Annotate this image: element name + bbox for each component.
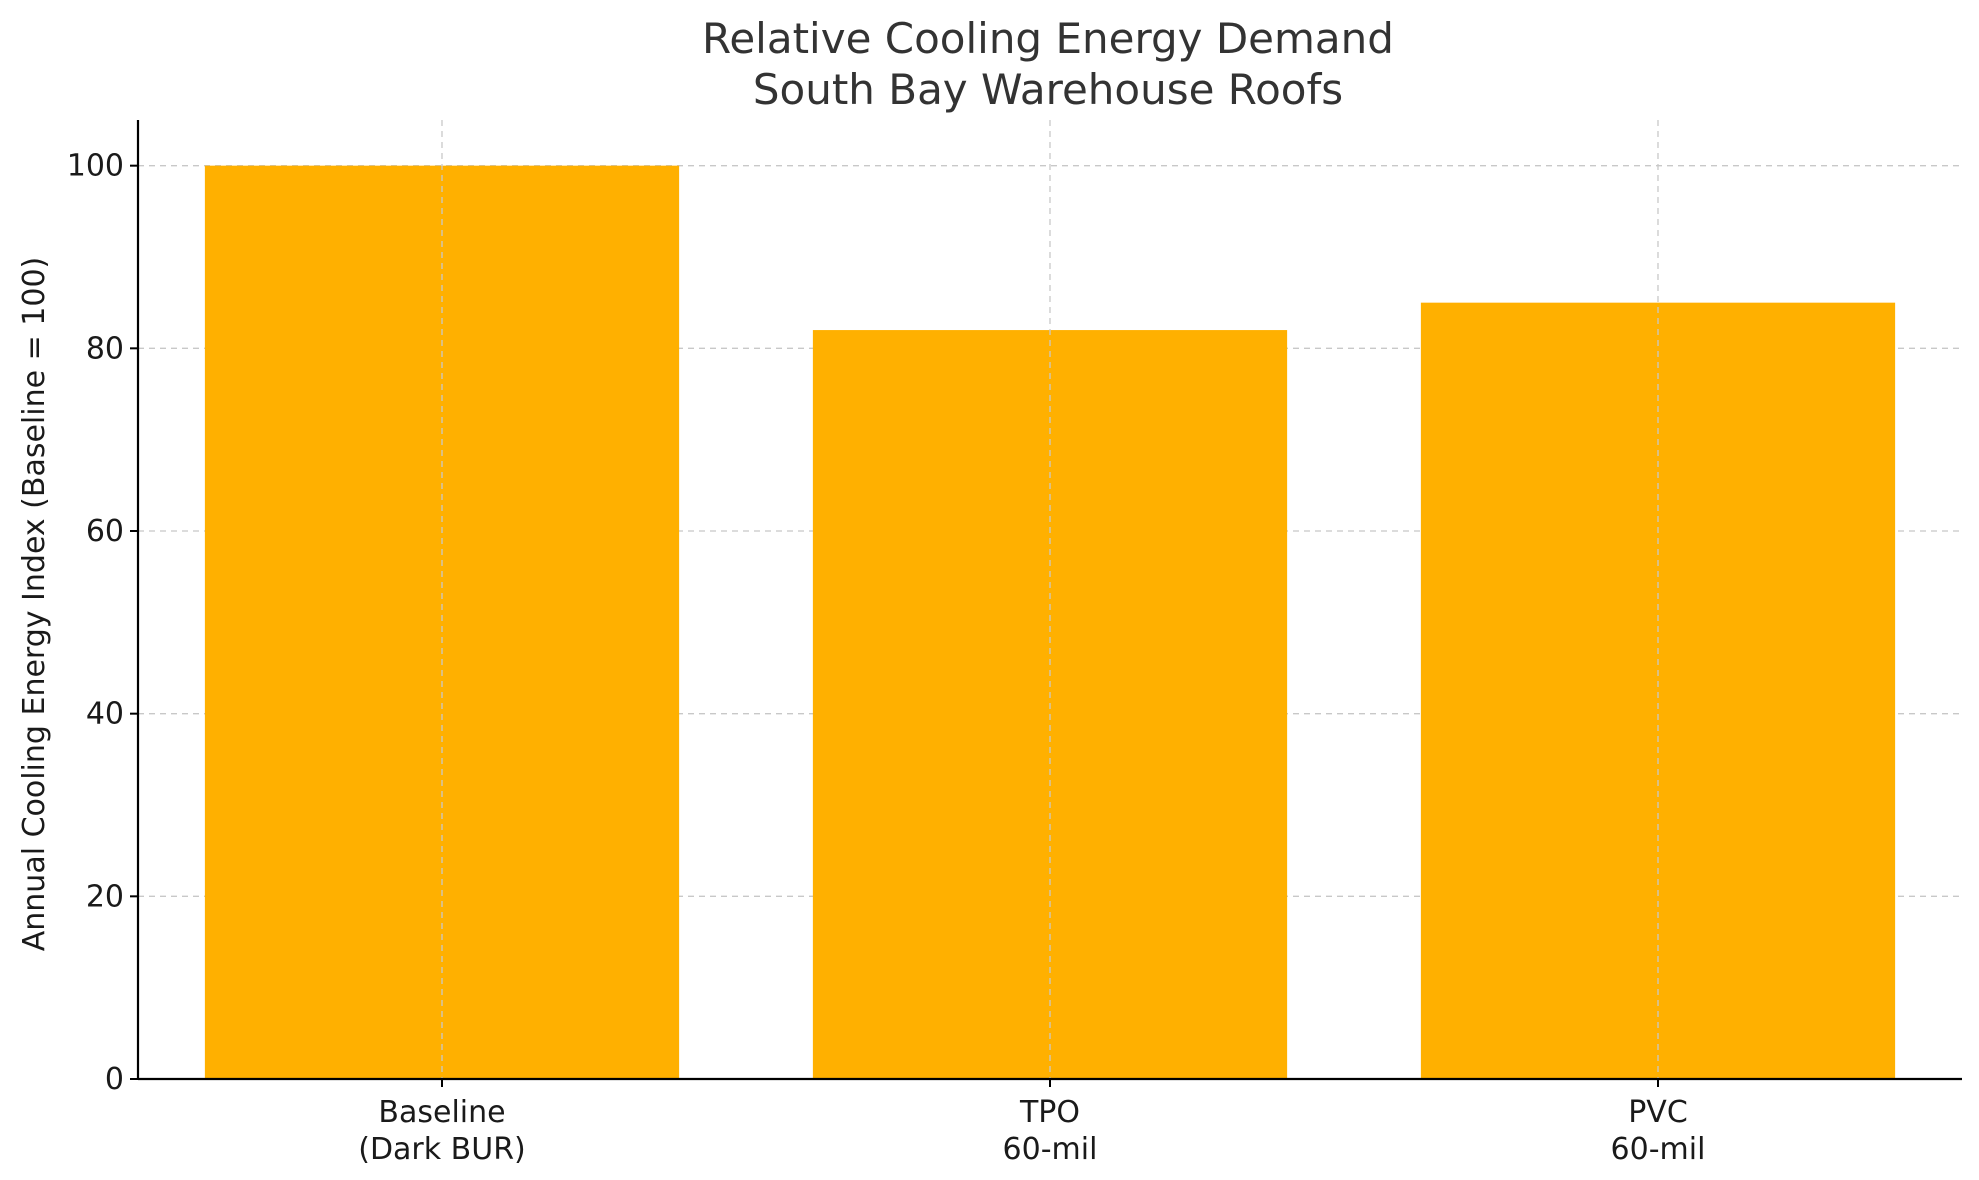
bars — [204, 120, 1896, 1080]
bar — [204, 165, 680, 1079]
x-tick-label: Baseline (Dark BUR) — [358, 1095, 526, 1167]
y-axis-label: Annual Cooling Energy Index (Baseline = … — [17, 257, 52, 952]
chart-title: Relative Cooling Energy Demand — [702, 14, 1394, 63]
x-tick-label: PVC 60-mil — [1611, 1095, 1706, 1167]
y-tick-label: 40 — [86, 697, 124, 732]
y-tick-label: 80 — [86, 331, 124, 366]
y-axis-ticks: 0 20 40 60 80 100 — [67, 149, 138, 1097]
y-tick-label: 20 — [86, 879, 124, 914]
y-tick-label: 100 — [67, 149, 124, 184]
y-tick-label: 60 — [86, 514, 124, 549]
chart-subtitle: South Bay Warehouse Roofs — [753, 65, 1343, 114]
y-tick-label: 0 — [105, 1062, 124, 1097]
x-tick-label: TPO 60-mil — [1003, 1095, 1098, 1167]
x-axis-ticks: Baseline (Dark BUR) TPO 60-mil PVC 60-mil — [358, 1079, 1705, 1167]
